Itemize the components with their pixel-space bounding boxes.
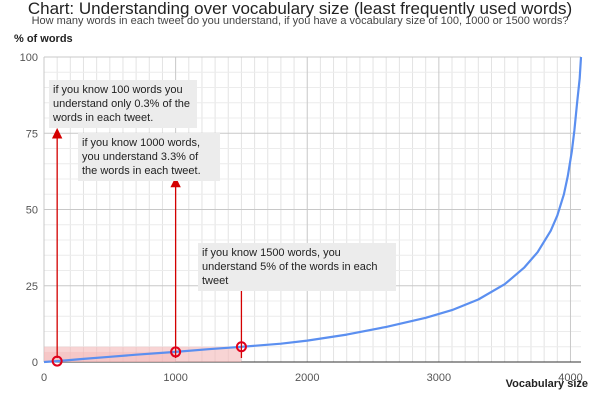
x-tick-label: 2000 — [295, 372, 319, 384]
y-tick-label: 0 — [32, 357, 38, 369]
annotation-1500-words: if you know 1500 words, you understand 5… — [198, 243, 396, 291]
chart-subtitle: How many words in each tweet do you unde… — [31, 15, 569, 27]
y-tick-label: 50 — [26, 205, 38, 217]
x-tick-label: 4000 — [558, 372, 582, 384]
y-axis-label: % of words — [14, 33, 73, 45]
highlight-point — [170, 346, 182, 358]
y-tick-label: 25 — [26, 281, 38, 293]
y-tick-label: 75 — [26, 128, 38, 140]
x-tick-label: 3000 — [427, 372, 451, 384]
highlight-point — [235, 341, 247, 353]
x-axis-label: Vocabulary size — [505, 378, 588, 390]
x-tick-label: 0 — [41, 372, 47, 384]
series-line — [43, 56, 583, 364]
highlight-point — [51, 355, 63, 367]
annotation-100-words: if you know 100 words you understand onl… — [49, 80, 197, 128]
x-tick-label: 1000 — [163, 372, 187, 384]
annotation-1000-words: if you know 1000 words, you understand 3… — [78, 133, 220, 181]
y-tick-label: 100 — [20, 52, 38, 64]
chart-title: Chart: Understanding over vocabulary siz… — [27, 0, 573, 18]
